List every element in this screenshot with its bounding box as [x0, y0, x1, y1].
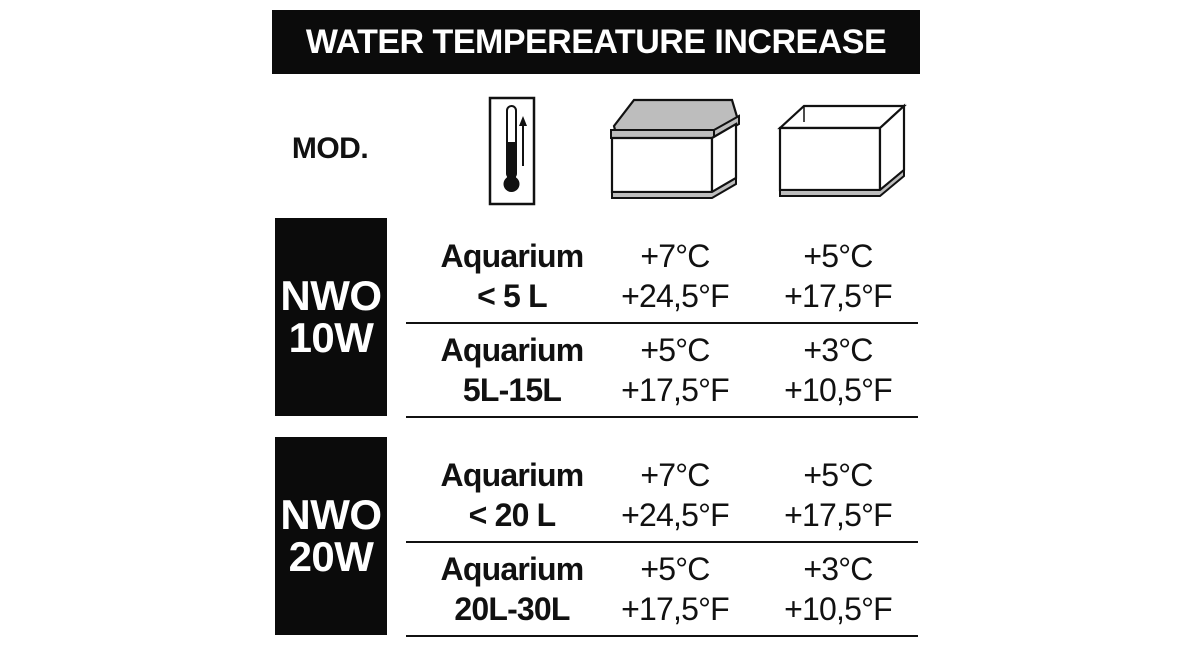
- page-title: WATER TEMPEREATURE INCREASE: [305, 22, 887, 61]
- celsius-value: +7°C: [640, 457, 710, 493]
- table-row: Aquarium < 5 L +7°C +24,5°F +5°C +17,5°F: [406, 226, 918, 324]
- aquarium-label: Aquarium: [440, 238, 585, 274]
- aquarium-size: < 5 L: [477, 278, 548, 314]
- aquarium-size-cell: Aquarium 20L-30L: [406, 549, 618, 629]
- aquarium-label: Aquarium: [440, 551, 585, 587]
- aquarium-size: < 20 L: [468, 497, 557, 533]
- open-increase-cell: +3°C +10,5°F: [762, 330, 914, 410]
- celsius-value: +5°C: [803, 238, 873, 274]
- fahrenheit-value: +24,5°F: [621, 497, 730, 533]
- open-increase-cell: +3°C +10,5°F: [762, 549, 914, 629]
- celsius-value: +3°C: [803, 332, 873, 368]
- celsius-value: +3°C: [803, 551, 873, 587]
- covered-increase-cell: +7°C +24,5°F: [599, 455, 751, 535]
- open-increase-cell: +5°C +17,5°F: [762, 455, 914, 535]
- mod-label: MOD.: [291, 132, 369, 165]
- aquarium-size-cell: Aquarium 5L-15L: [406, 330, 618, 410]
- celsius-value: +5°C: [640, 332, 710, 368]
- fahrenheit-value: +10,5°F: [784, 372, 893, 408]
- aquarium-size-cell: Aquarium < 5 L: [406, 236, 618, 316]
- fahrenheit-value: +17,5°F: [621, 591, 730, 627]
- title-banner: WATER TEMPEREATURE INCREASE: [272, 10, 920, 74]
- model-label-nwo-10w: NWO 10W: [275, 218, 387, 416]
- table-row: Aquarium < 20 L +7°C +24,5°F +5°C +17,5°…: [406, 445, 918, 543]
- aquarium-label: Aquarium: [440, 332, 585, 368]
- fahrenheit-value: +17,5°F: [621, 372, 730, 408]
- covered-increase-cell: +5°C +17,5°F: [599, 549, 751, 629]
- model-name-line1: NWO: [280, 491, 382, 538]
- model-name-line1: NWO: [280, 272, 382, 319]
- celsius-value: +5°C: [640, 551, 710, 587]
- table-row: Aquarium 5L-15L +5°C +17,5°F +3°C +10,5°…: [406, 320, 918, 418]
- aquarium-label: Aquarium: [440, 457, 585, 493]
- covered-increase-cell: +7°C +24,5°F: [599, 236, 751, 316]
- celsius-value: +7°C: [640, 238, 710, 274]
- aquarium-size: 20L-30L: [454, 591, 570, 627]
- model-name-line2: 20W: [288, 533, 374, 580]
- model-label-nwo-20w: NWO 20W: [275, 437, 387, 635]
- table-row: Aquarium 20L-30L +5°C +17,5°F +3°C +10,5…: [406, 539, 918, 637]
- open-increase-cell: +5°C +17,5°F: [762, 236, 914, 316]
- covered-aquarium-icon: [606, 92, 744, 206]
- model-name-line2: 10W: [288, 314, 374, 361]
- open-aquarium-icon: [776, 100, 908, 200]
- fahrenheit-value: +10,5°F: [784, 591, 893, 627]
- thermometer-rising-icon: [488, 96, 536, 206]
- fahrenheit-value: +17,5°F: [784, 497, 893, 533]
- aquarium-size: 5L-15L: [462, 372, 562, 408]
- covered-increase-cell: +5°C +17,5°F: [599, 330, 751, 410]
- fahrenheit-value: +17,5°F: [784, 278, 893, 314]
- fahrenheit-value: +24,5°F: [621, 278, 730, 314]
- celsius-value: +5°C: [803, 457, 873, 493]
- aquarium-size-cell: Aquarium < 20 L: [406, 455, 618, 535]
